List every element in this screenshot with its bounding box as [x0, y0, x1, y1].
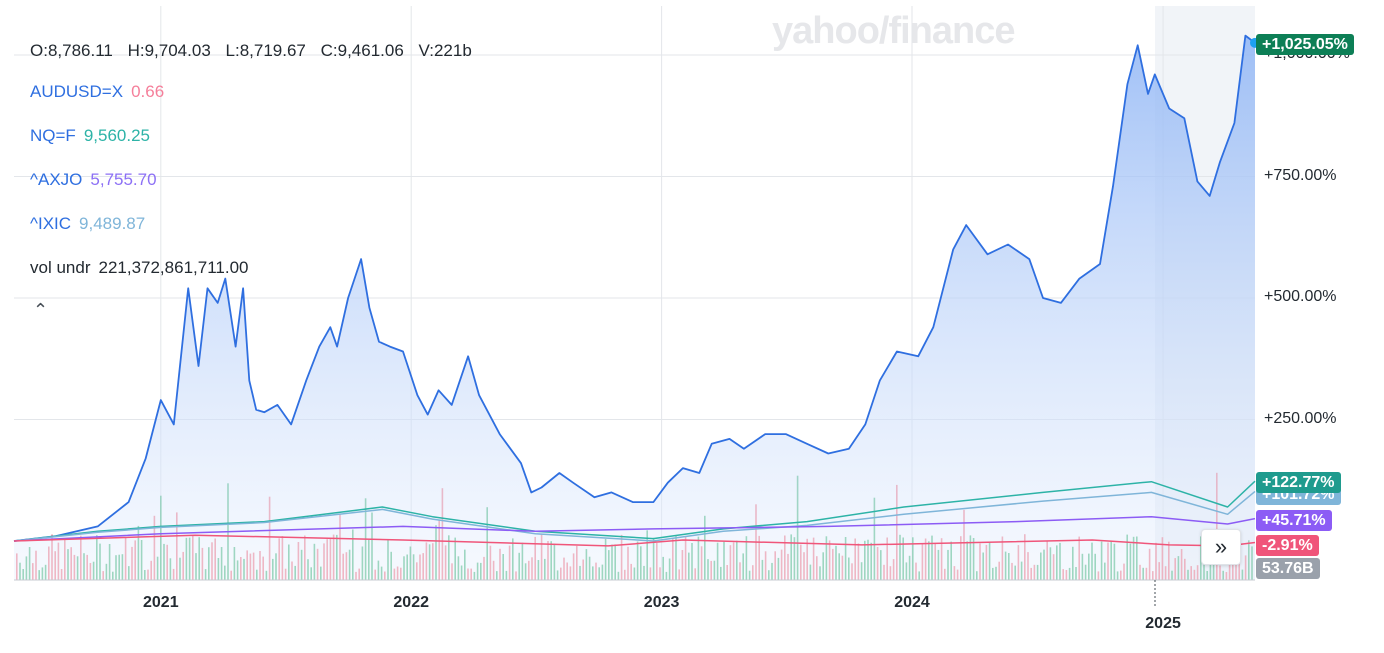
- open-value: O:8,786.11: [30, 41, 113, 60]
- legend-symbol: ^IXIC: [30, 214, 72, 233]
- badge-volume: 53.76B: [1256, 558, 1320, 579]
- yahoo-finance-watermark: yahoo/finance: [772, 10, 1015, 52]
- series-line-1: [13, 480, 1256, 542]
- legend-ixic[interactable]: ^IXIC 9,489.87: [30, 214, 145, 234]
- low-value: L:8,719.67: [225, 41, 306, 60]
- legend-symbol: AUDUSD=X: [30, 82, 124, 101]
- legend-value: 9,560.25: [83, 126, 150, 145]
- legend-audusd[interactable]: AUDUSD=X 0.66: [30, 82, 164, 102]
- x-tick-label: 2022: [393, 594, 429, 611]
- chevron-up-icon[interactable]: ⌃: [33, 300, 49, 320]
- double-chevron-right-icon[interactable]: »: [1201, 529, 1241, 565]
- series-area-0: [14, 35, 1255, 581]
- x-tick-label: 2024: [894, 594, 930, 611]
- legend-value: 0.66: [131, 82, 165, 101]
- volume-value: V:221b: [418, 41, 472, 60]
- series-line-4: [13, 534, 1256, 547]
- close-value: C:9,461.06: [320, 41, 404, 60]
- x-tick-label: 2023: [643, 594, 680, 611]
- series-line-2: [13, 490, 1256, 542]
- badge-axjo: +45.71%: [1256, 510, 1332, 531]
- badge-nq: +122.77%: [1256, 472, 1341, 493]
- badge-audusd: -2.91%: [1256, 535, 1319, 556]
- badge-vol-undr: +1,025.05%: [1256, 34, 1354, 55]
- x-tick-label: 2021: [143, 594, 179, 611]
- legend-symbol: ^AXJO: [30, 170, 83, 189]
- y-tick-label: +250.00%: [1264, 409, 1337, 427]
- series-layer: [13, 34, 1260, 581]
- y-tick-label: +750.00%: [1264, 166, 1337, 184]
- legend-nq[interactable]: NQ=F 9,560.25: [30, 126, 150, 146]
- legend-value: 5,755.70: [90, 170, 157, 189]
- high-value: H:9,704.03: [127, 41, 211, 60]
- series-line-3: [13, 515, 1256, 542]
- legend-value: 221,372,861,711.00: [98, 258, 249, 277]
- legend-vol-undr[interactable]: vol undr 221,372,861,711.00: [30, 258, 248, 278]
- series-line-0: [13, 34, 1256, 542]
- ohlc-readout: O:8,786.11 H:9,704.03 L:8,719.67 C:9,461…: [30, 41, 482, 61]
- x-tick-label: 2025: [1145, 615, 1181, 632]
- y-tick-label: +500.00%: [1264, 288, 1337, 305]
- legend-value: 9,489.87: [79, 214, 146, 233]
- legend-symbol: vol undr: [30, 258, 91, 277]
- legend-symbol: NQ=F: [30, 126, 76, 145]
- legend-axjo[interactable]: ^AXJO 5,755.70: [30, 170, 157, 190]
